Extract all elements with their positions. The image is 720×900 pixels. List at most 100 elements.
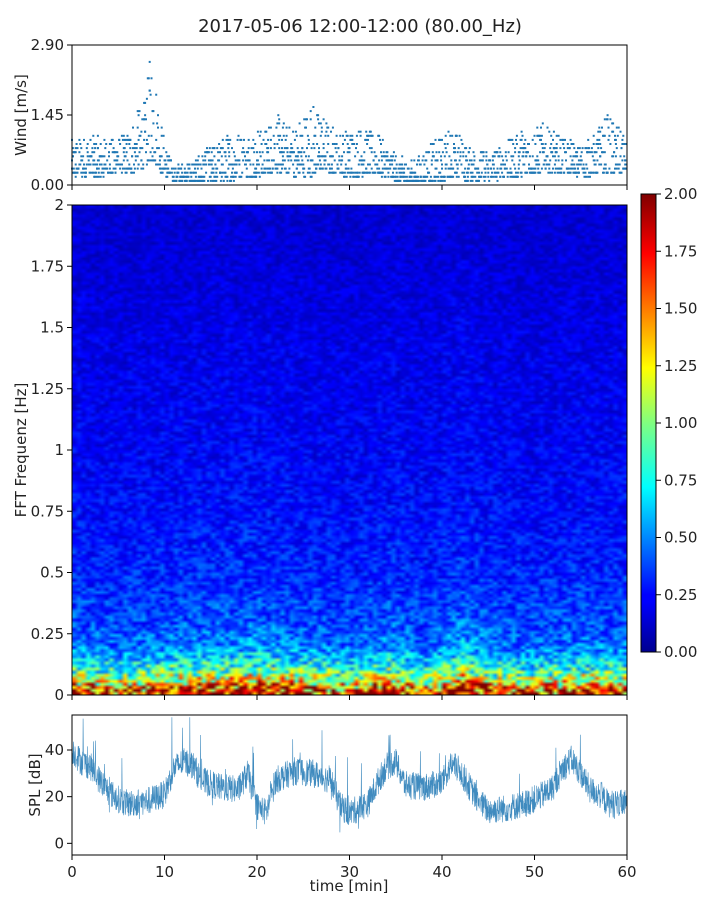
wind-point	[347, 167, 350, 170]
wind-point	[188, 167, 191, 170]
colorbar-tick-label: 0.50	[664, 529, 697, 547]
wind-point	[222, 179, 225, 182]
wind-point	[111, 151, 114, 154]
wind-point	[228, 143, 231, 145]
wind-point	[94, 147, 97, 150]
wind-point	[458, 134, 461, 137]
wind-point	[83, 167, 85, 170]
wind-point	[515, 143, 518, 145]
wind-point	[548, 167, 551, 170]
wind-point	[598, 126, 601, 129]
wind-point	[470, 163, 473, 166]
wind-point	[96, 175, 98, 178]
wind-point	[232, 179, 235, 182]
wind-point	[445, 151, 448, 154]
wind-point	[282, 134, 285, 137]
wind-point	[428, 171, 431, 174]
wind-point	[614, 155, 617, 158]
wind-point	[484, 167, 487, 170]
wind-point	[524, 138, 527, 141]
spectrogram-ytick-label: 1.25	[31, 380, 64, 398]
wind-point	[104, 147, 107, 150]
wind-point	[336, 163, 339, 166]
wind-point	[514, 151, 517, 154]
wind-point	[120, 171, 123, 174]
wind-point	[194, 163, 196, 166]
wind-point	[186, 163, 189, 166]
wind-point	[160, 155, 163, 158]
wind-point	[87, 159, 90, 162]
wind-point	[463, 171, 466, 174]
wind-point	[466, 175, 469, 178]
wind-point	[179, 179, 182, 182]
wind-point	[625, 167, 628, 170]
wind-point	[417, 159, 420, 162]
wind-point	[138, 151, 141, 154]
wind-point	[286, 151, 289, 154]
wind-point	[410, 175, 413, 178]
wind-point	[382, 151, 385, 154]
wind-point	[372, 159, 375, 162]
spl-panel: 0 20 40 0 10 20 30 40 50 60 SPL [dB] time [min]	[26, 714, 637, 895]
wind-point	[124, 138, 127, 141]
wind-point	[204, 155, 207, 158]
wind-point	[106, 159, 109, 162]
wind-point	[290, 159, 293, 162]
wind-point	[579, 155, 582, 158]
wind-point	[262, 138, 265, 141]
wind-panel: 0.00 1.45 2.90 Wind [m/s]	[12, 36, 628, 194]
wind-point	[392, 171, 394, 174]
wind-point	[267, 138, 270, 141]
wind-point	[624, 159, 627, 162]
wind-point	[449, 134, 452, 137]
wind-point	[614, 138, 617, 141]
wind-point	[595, 151, 598, 154]
wind-point	[554, 167, 557, 170]
wind-point	[321, 155, 324, 158]
wind-point	[583, 175, 586, 178]
wind-point	[424, 175, 427, 178]
wind-point	[116, 151, 119, 154]
wind-point	[586, 167, 589, 170]
wind-point	[319, 134, 322, 137]
wind-point	[165, 151, 168, 154]
wind-point	[565, 151, 567, 154]
wind-point	[376, 167, 379, 170]
wind-point	[593, 151, 596, 154]
wind-point	[271, 167, 274, 170]
wind-point	[191, 163, 194, 166]
wind-point	[296, 147, 299, 150]
wind-point	[74, 175, 77, 178]
wind-point	[344, 130, 347, 133]
wind-point	[322, 118, 325, 121]
wind-point	[330, 130, 332, 133]
wind-ytick-label: 2.90	[31, 36, 64, 54]
wind-point	[471, 179, 474, 182]
wind-point	[461, 171, 464, 174]
wind-point	[524, 147, 527, 150]
wind-point	[117, 163, 120, 166]
wind-point	[293, 138, 296, 141]
wind-point	[196, 159, 199, 162]
wind-point	[194, 159, 197, 162]
wind-point	[333, 143, 336, 145]
wind-point	[275, 163, 278, 166]
wind-point	[366, 171, 369, 174]
wind-point	[625, 143, 628, 145]
wind-point	[576, 151, 579, 154]
wind-point	[151, 147, 154, 150]
wind-point	[612, 122, 615, 125]
wind-point	[495, 175, 498, 178]
wind-point	[350, 167, 353, 170]
wind-point	[252, 147, 255, 150]
wind-point	[86, 155, 89, 158]
wind-point	[226, 134, 229, 137]
wind-point	[156, 122, 159, 125]
wind-point	[190, 171, 193, 174]
wind-point	[460, 163, 463, 166]
spl-y-ticks: 0 20 40	[45, 741, 72, 852]
wind-point	[401, 155, 404, 158]
wind-point	[89, 138, 92, 141]
wind-point	[277, 114, 280, 117]
wind-point	[243, 138, 245, 141]
